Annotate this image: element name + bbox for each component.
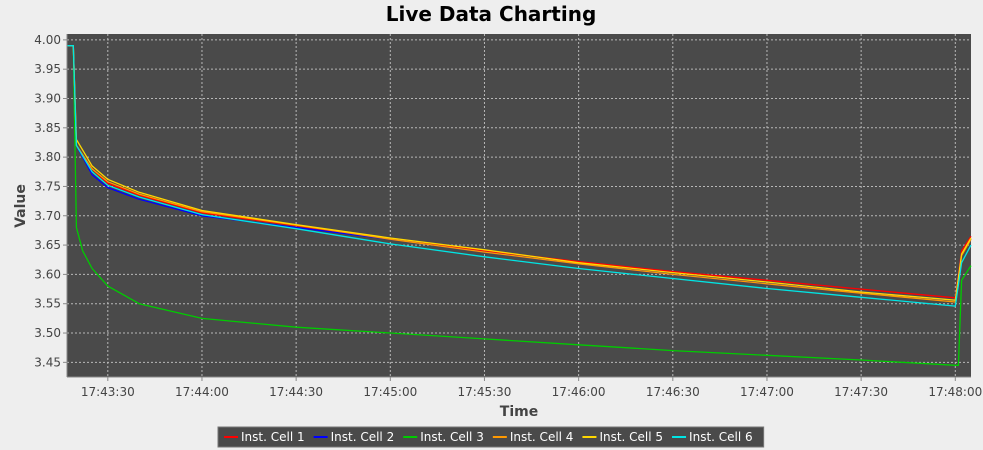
y-tick-label: 3.95 [34,62,61,76]
y-axis-label: Value [13,184,29,228]
y-tick-label: 3.90 [34,91,61,105]
x-tick-label: 17:47:00 [740,385,794,399]
y-tick-label: 3.85 [34,121,61,135]
y-axis-ticks: 4.00 3.95 3.90 3.85 3.80 3.75 3.70 3.65 3.60 3.55… [34,33,67,369]
series-layer [67,45,972,366]
y-tick-label: 3.70 [34,209,61,223]
y-tick-label: 3.65 [34,238,61,252]
y-tick-label: 3.80 [34,150,61,164]
y-tick-label: 4.00 [34,33,61,47]
legend-label-2: Inst. Cell 2 [331,430,395,444]
x-axis-label: Time [500,404,538,420]
x-tick-label: 17:45:30 [458,385,512,399]
x-tick-label: 17:48:00 [928,385,982,399]
legend-label-1: Inst. Cell 1 [241,430,305,444]
x-tick-label: 17:46:30 [646,385,700,399]
series-line-3 [67,45,972,366]
series-line-4 [67,45,972,303]
x-tick-label: 17:46:00 [552,385,606,399]
series-line-6 [67,45,972,307]
legend-box [217,426,765,448]
legend-label-3: Inst. Cell 3 [420,430,484,444]
legend-label-4: Inst. Cell 4 [510,430,574,444]
y-tick-label: 3.45 [34,355,61,369]
y-tick-label: 3.55 [34,297,61,311]
x-tick-label: 17:43:30 [81,385,135,399]
x-axis-ticks: 17:43:30 17:44:00 17:44:30 17:45:00 17:45:30… [81,377,982,399]
x-tick-label: 17:44:00 [175,385,229,399]
grid [67,34,971,377]
plot-area [67,34,971,377]
y-tick-label: 3.60 [34,267,61,281]
legend: Inst. Cell 1 Inst. Cell 2 Inst. Cell 3 Inst… [217,426,765,448]
chart-title: Live Data Charting [386,2,597,26]
y-tick-label: 3.50 [34,326,61,340]
x-tick-label: 17:44:30 [269,385,323,399]
series-line-5 [67,45,972,301]
legend-label-5: Inst. Cell 5 [599,430,663,444]
x-tick-label: 17:45:00 [363,385,417,399]
x-tick-label: 17:47:30 [834,385,888,399]
legend-label-6: Inst. Cell 6 [689,430,753,444]
y-tick-label: 3.75 [34,179,61,193]
